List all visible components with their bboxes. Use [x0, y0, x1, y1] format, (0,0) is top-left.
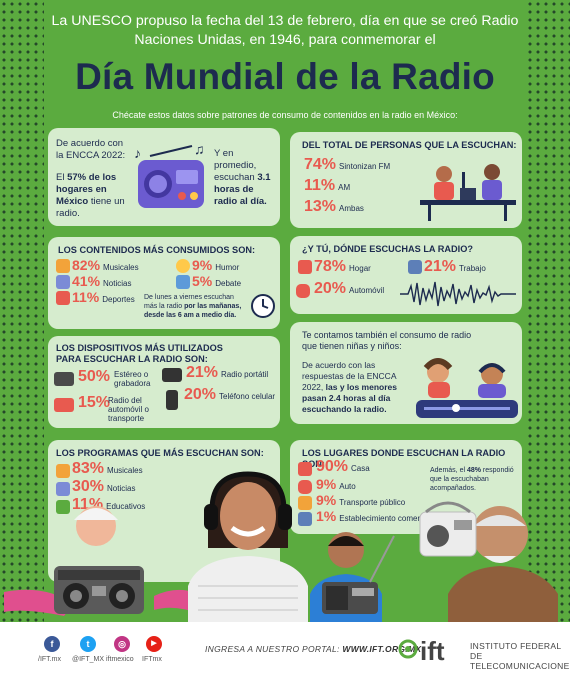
clock-icon	[251, 294, 275, 318]
card3-header: LOS CONTENIDOS MÁS CONSUMIDOS SON:	[58, 245, 256, 255]
card-children-places: LOS LUGARES DONDE ESCUCHAN LA RADIO SON:…	[290, 440, 522, 534]
organization-name: INSTITUTO FEDERAL DE TELECOMUNICACIONES	[470, 641, 570, 671]
studio-illustration	[420, 164, 516, 221]
device-car-label: Radio del automóvil o transporte	[108, 396, 149, 423]
card2-header: DEL TOTAL DE PERSONAS QUE LA ESCUCHAN:	[302, 140, 517, 150]
card6-body: De acuerdo con las respuestas de la ENCC…	[302, 360, 397, 414]
content-debate-row: 5% Debate	[192, 273, 242, 289]
card-children: Te contamos también el consumo de radio …	[290, 322, 522, 424]
child-place-home-row: 90% Casa	[316, 458, 370, 475]
intro-text: La UNESCO propuso la fecha del 13 de feb…	[51, 13, 519, 48]
child-place-store-row: 1% Establecimiento comercial	[316, 508, 433, 524]
card8-note: Además, el 48% respondió que la escuchab…	[430, 467, 514, 492]
card5-header-2: PARA ESCUCHAR LA RADIO SON:	[56, 354, 208, 364]
page-title: Día Mundial de la Radio	[75, 56, 495, 97]
card5-header-1: LOS DISPOSITIVOS MÁS UTILIZADOS	[56, 343, 223, 353]
program-music-row: 83% Musicales	[72, 460, 143, 477]
card-band-share: DEL TOTAL DE PERSONAS QUE LA ESCUCHAN: 7…	[290, 132, 522, 228]
place-home-row: 78% Hogar	[314, 258, 371, 275]
soundwave-graphic	[400, 281, 516, 307]
debate-icon	[176, 275, 190, 289]
ift-logo-icon	[398, 639, 418, 659]
card1-stat: El 57% de los hogares en México tiene un…	[56, 172, 125, 219]
infographic: La UNESCO propuso la fecha del 13 de feb…	[0, 0, 570, 622]
content-music-row: 82% Musicales	[72, 257, 139, 273]
girl-with-boombox-photo	[4, 506, 208, 616]
card-contents: LOS CONTENIDOS MÁS CONSUMIDOS SON: 82% Mu…	[48, 237, 280, 329]
car-icon	[298, 480, 312, 494]
man-with-radio-photo	[419, 501, 558, 622]
child-listening-illustration	[416, 358, 518, 418]
youtube-handle[interactable]: IFTmx	[142, 656, 162, 663]
instagram-icon[interactable]: ◎	[114, 636, 130, 652]
store-icon	[298, 512, 312, 526]
device-stereo-label: Estéreo o grabadora	[114, 370, 151, 388]
card-radio-ownership: De acuerdo con la ENCCA 2022: El 57% de …	[48, 128, 280, 226]
facebook-handle[interactable]: /IFT.mx	[38, 656, 61, 663]
home-icon	[298, 260, 312, 274]
boy-with-radio-photo	[310, 532, 395, 622]
device-phone-row: 20% Teléfono celular	[184, 386, 276, 403]
band-fm-row: 74% Sintonizan FM	[304, 156, 391, 173]
work-icon	[408, 260, 422, 274]
card-devices: LOS DISPOSITIVOS MÁS UTILIZADOS PARA ESC…	[48, 336, 280, 428]
news-icon	[56, 482, 70, 496]
education-icon	[56, 500, 70, 514]
facebook-icon[interactable]: f	[44, 636, 60, 652]
content-sports-row: 11% Deportes	[72, 289, 135, 305]
card1-source: De acuerdo con la ENCCA 2022:	[56, 138, 126, 161]
child-place-transport-row: 9% Transporte público	[316, 492, 406, 508]
cellphone-icon	[166, 390, 178, 410]
card3-note: De lunes a viernes escuchan más la radio…	[144, 294, 242, 319]
instagram-handle[interactable]: iftmexico	[106, 656, 134, 663]
woman-with-headphones-photo	[188, 471, 308, 622]
card-where-listen: ¿Y TÚ, DÓNDE ESCUCHAS LA RADIO? 78% Hogar…	[290, 236, 522, 314]
youtube-icon[interactable]: ▶	[146, 636, 162, 652]
bus-icon	[298, 496, 312, 510]
device-portable-row: 21% Radio portátil	[186, 364, 269, 381]
card8-header: LOS LUGARES DONDE ESCUCHAN LA RADIO SON:	[302, 448, 506, 469]
twitter-handle[interactable]: @IFT_MX	[72, 656, 104, 663]
car-icon	[296, 284, 310, 298]
band-am-row: 11% AM	[304, 177, 351, 194]
card1-average: Y en promedio, escuchan 3.1 horas de rad…	[214, 148, 271, 207]
dot-pattern-left	[0, 0, 44, 622]
radio-icon: ♪ ♫	[134, 141, 205, 208]
subtitle: Chécate estos datos sobre patrones de co…	[112, 110, 458, 120]
place-work-row: 21% Trabajo	[424, 258, 486, 275]
card4-header: ¿Y TÚ, DÓNDE ESCUCHAS LA RADIO?	[302, 244, 473, 254]
portal-text: INGRESA A NUESTRO PORTAL: WWW.IFT.ORG.MX	[205, 644, 422, 654]
ift-logo-text: ift	[420, 636, 445, 666]
sports-icon	[56, 291, 70, 305]
footer: f /IFT.mx t @IFT_MX ◎ iftmexico ▶ IFTmx …	[0, 622, 570, 680]
content-humor-row: 9% Humor	[192, 257, 240, 273]
program-news-row: 30% Noticias	[72, 478, 136, 495]
stereo-icon	[54, 372, 74, 386]
card7-header: LOS PROGRAMAS QUE MÁS ESCUCHAN SON:	[56, 448, 264, 458]
twitter-icon[interactable]: t	[80, 636, 96, 652]
content-news-row: 41% Noticias	[72, 273, 132, 289]
music-icon	[56, 464, 70, 478]
news-icon	[56, 275, 70, 289]
card6-lead: Te contamos también el consumo de radio …	[302, 330, 472, 351]
child-place-auto-row: 9% Auto	[316, 476, 356, 492]
svg-text:♫: ♫	[194, 141, 205, 157]
music-icon	[56, 259, 70, 273]
portable-radio-icon	[162, 368, 182, 382]
band-both-row: 13% Ambas	[304, 198, 364, 215]
place-car-row: 20% Automóvil	[314, 280, 385, 297]
portal-link[interactable]: WWW.IFT.ORG.MX	[342, 644, 422, 654]
svg-text:♪: ♪	[134, 145, 141, 161]
car-radio-icon	[54, 398, 74, 412]
humor-icon	[176, 259, 190, 273]
device-stereo-row: 50%	[78, 368, 111, 385]
device-car-row: 15%	[78, 394, 111, 411]
home-icon	[298, 462, 312, 476]
dot-pattern-right	[526, 0, 570, 622]
